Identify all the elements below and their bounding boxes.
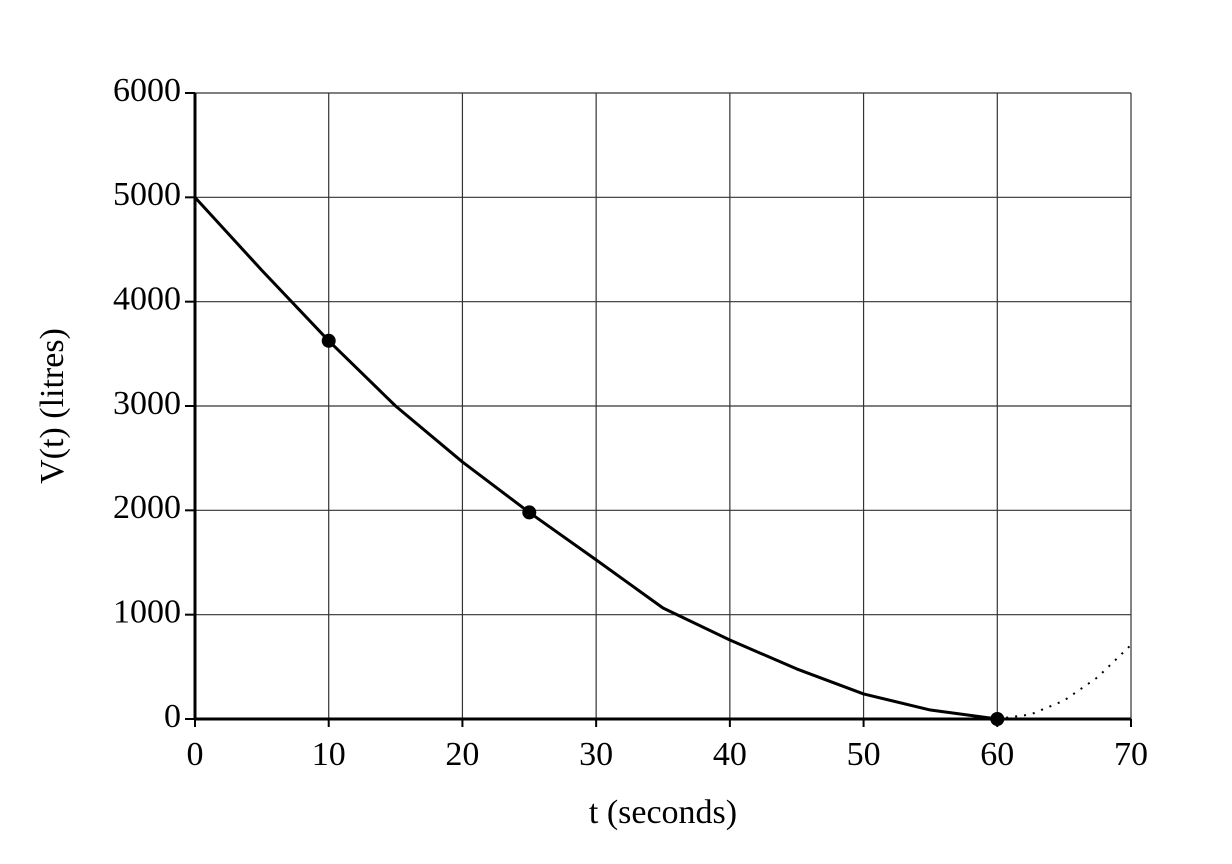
x-tick-label: 10 (312, 736, 346, 773)
x-tick-label: 70 (1114, 736, 1148, 773)
data-point (321, 333, 336, 348)
y-axis-label: V(t) (litres) (34, 328, 71, 484)
x-tick-label: 50 (847, 736, 881, 773)
y-tick-label: 3000 (113, 385, 181, 422)
y-tick-label: 1000 (113, 593, 181, 630)
y-tick-label: 0 (164, 698, 181, 735)
y-tick-label: 5000 (113, 176, 181, 213)
data-point (990, 712, 1005, 726)
x-tick-label: 0 (187, 736, 204, 773)
data-point (522, 505, 537, 520)
x-tick-label: 20 (445, 736, 479, 773)
x-tick-label: 30 (579, 736, 613, 773)
x-tick-label: 60 (980, 736, 1014, 773)
y-tick-label: 4000 (113, 280, 181, 317)
x-axis-label: t (seconds) (589, 794, 737, 831)
curve (997, 644, 1132, 720)
y-tick-label: 6000 (113, 72, 181, 109)
x-tick-label: 40 (713, 736, 747, 773)
y-tick-label: 2000 (113, 489, 181, 526)
